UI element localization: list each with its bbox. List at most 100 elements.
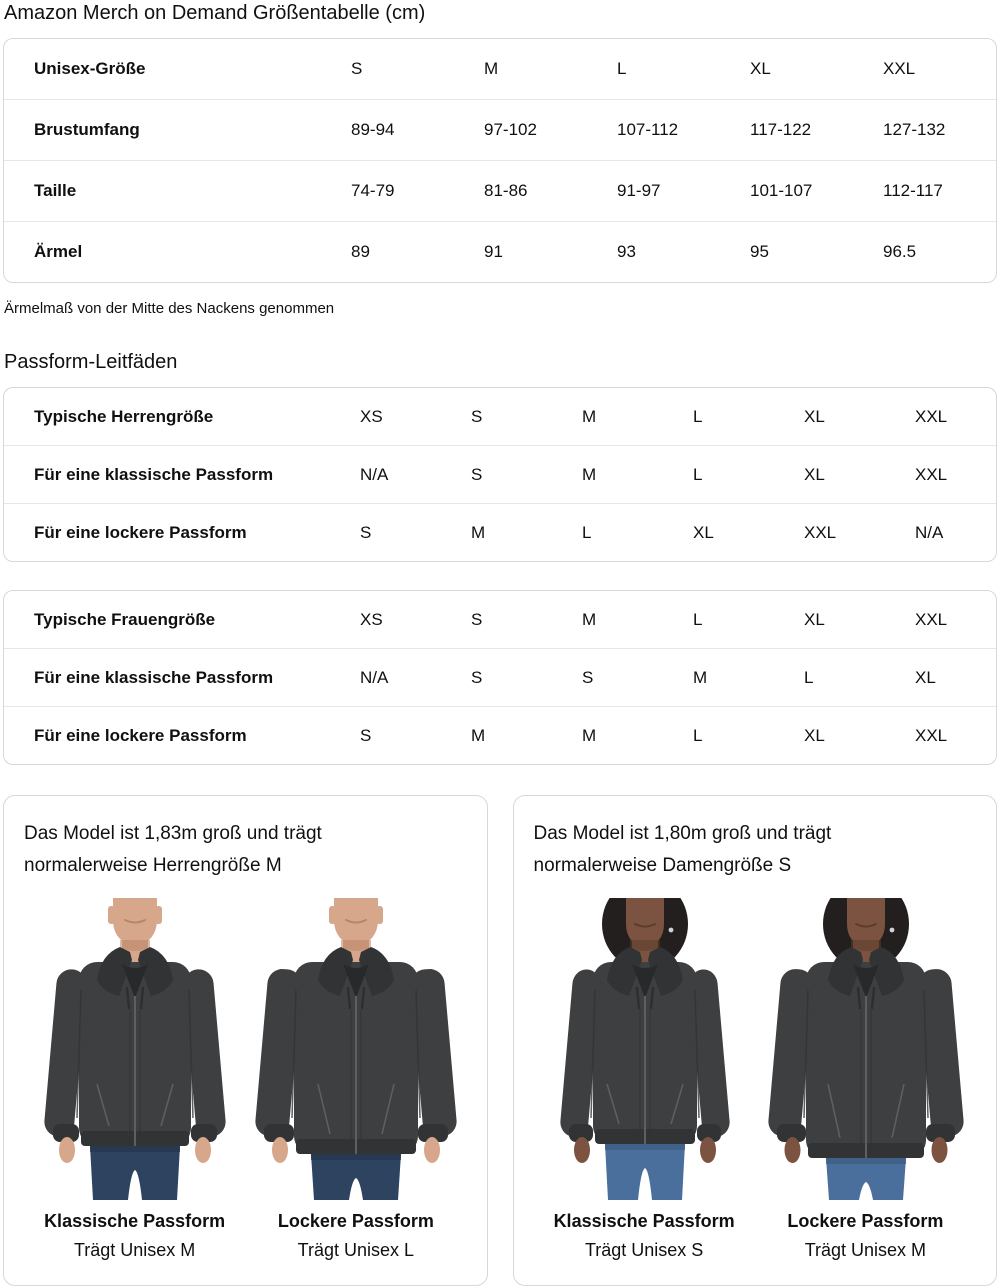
table-row: Unisex-Größe S M L XL XXL [4,39,996,99]
model-cards-row: Das Model ist 1,83m groß und trägt norma… [3,795,997,1286]
size-value: 117-122 [750,120,812,139]
fit-guides-heading: Passform-Leitfäden [4,351,178,373]
size-value: S [360,725,372,745]
size-value: XL [804,725,825,745]
model-description: Das Model ist 1,80m groß und trägt norma… [533,823,832,877]
size-value: S [360,522,372,542]
row-label: Brustumfang [34,120,140,139]
size-value: L [693,464,703,484]
size-value: 81-86 [484,181,528,200]
worn-size-label: Trägt Unisex M [73,1239,196,1260]
table-row: Taille 74-79 81-86 91-97 101-107 112-117 [4,160,996,221]
size-value: 89 [351,242,370,261]
model-figures: Klassische Passform Trägt Unisex M Lockere… [24,897,467,1261]
size-value: XXL [804,522,837,542]
size-value: 112-117 [883,181,943,200]
worn-size-label: Trägt Unisex M [804,1239,927,1260]
size-value: L [693,609,703,629]
table-row: Ärmel 89 91 93 95 96.5 [4,221,996,282]
fit-type-label: Klassische Passform [44,1210,226,1231]
size-value: M [582,406,597,426]
size-value: XL [804,609,825,629]
model-photo-male-loose [245,897,466,1200]
size-value: 89-94 [351,120,395,139]
size-value: XL [750,59,771,78]
unisex-size-table: Unisex-Größe S M L XL XXL Brustumfang 89-94 97-1… [3,38,997,283]
size-value: L [582,522,592,542]
size-value: 127-132 [883,120,946,139]
table-row: Typische Frauengröße XS S M L XL XXL [4,591,996,648]
table-row: Für eine klassische Passform N/A S M L XL XXL [4,445,996,503]
size-value: XXL [915,464,948,484]
size-value: M [693,667,708,687]
fit-type-label: Klassische Passform [553,1210,735,1231]
size-value: XXL [915,609,948,629]
size-value: XXL [915,725,948,745]
size-value: L [617,59,627,78]
size-value: XS [360,406,383,426]
size-value: 107-112 [617,120,679,139]
male-model-card: Das Model ist 1,83m groß und trägt norma… [3,795,488,1286]
size-value: N/A [360,464,389,484]
size-value: XXL [883,59,916,78]
size-value: M [582,464,597,484]
size-value: N/A [915,522,944,542]
size-value: M [484,59,499,78]
row-label: Ärmel [34,242,83,261]
row-label: Für eine lockere Passform [34,522,247,542]
fit-type-label: Lockere Passform [277,1210,434,1231]
size-value: 95 [750,242,769,261]
table-row: Für eine klassische Passform N/A S S M L XL [4,648,996,706]
size-value: S [471,464,483,484]
model-photo-female-loose [755,897,976,1200]
size-value: 91 [484,242,503,261]
size-value: S [471,406,483,426]
worn-size-label: Trägt Unisex L [297,1239,415,1260]
table-row: Für eine lockere Passform S M M L XL XXL [4,706,996,764]
womens-fit-guide-table: Typische Frauengröße XS S M L XL XXL Für eine k… [3,590,997,765]
row-label: Unisex-Größe [34,59,146,78]
fit-type-label: Lockere Passform [787,1210,944,1231]
row-label: Taille [34,181,77,200]
size-value: 101-107 [750,181,813,200]
model-figure-male-classic: Klassische Passform Trägt Unisex M [24,897,245,1261]
table-row: Typische Herrengröße XS S M L XL XXL [4,388,996,445]
row-label: Für eine lockere Passform [34,725,247,745]
size-value: 91-97 [617,181,661,200]
size-value: 74-79 [351,181,395,200]
female-model-card: Das Model ist 1,80m groß und trägt norma… [512,795,997,1286]
row-label: Für eine klassische Passform [34,667,274,687]
size-value: M [582,725,597,745]
mens-fit-guide-table: Typische Herrengröße XS S M L XL XXL Für eine k… [3,387,997,562]
size-value: M [471,725,486,745]
size-value: N/A [360,667,389,687]
size-value: XL [804,406,825,426]
size-value: L [693,725,703,745]
row-label: Typische Frauengröße [34,609,216,629]
size-value: M [471,522,486,542]
size-value: XL [693,522,714,542]
model-photo-male-classic [24,897,245,1200]
row-label: Typische Herrengröße [34,406,214,426]
worn-size-label: Trägt Unisex S [584,1239,704,1260]
size-value: XL [915,667,936,687]
size-value: XXL [915,406,948,426]
model-photo-female-classic [534,897,755,1200]
model-figures: Klassische Passform Trägt Unisex S Lockere… [534,897,977,1261]
size-value: XS [360,609,383,629]
sleeve-measure-footnote: Ärmelmaß von der Mitte des Nackens genom… [4,300,335,317]
size-value: 97-102 [484,120,537,139]
model-figure-male-loose: Lockere Passform Trägt Unisex L [245,897,466,1261]
page-title: Amazon Merch on Demand Größentabelle (cm… [4,2,426,24]
size-value: 93 [617,242,636,261]
table-row: Brustumfang 89-94 97-102 107-112 117-122 127-… [4,99,996,160]
size-value: S [582,667,594,687]
size-value: 96.5 [883,242,917,261]
size-value: S [471,609,483,629]
model-description: Das Model ist 1,83m groß und trägt norma… [24,823,322,877]
size-value: L [804,667,814,687]
table-row: Für eine lockere Passform S M L XL XXL N/A [4,503,996,561]
size-value: S [351,59,363,78]
model-figure-female-classic: Klassische Passform Trägt Unisex S [534,897,755,1261]
